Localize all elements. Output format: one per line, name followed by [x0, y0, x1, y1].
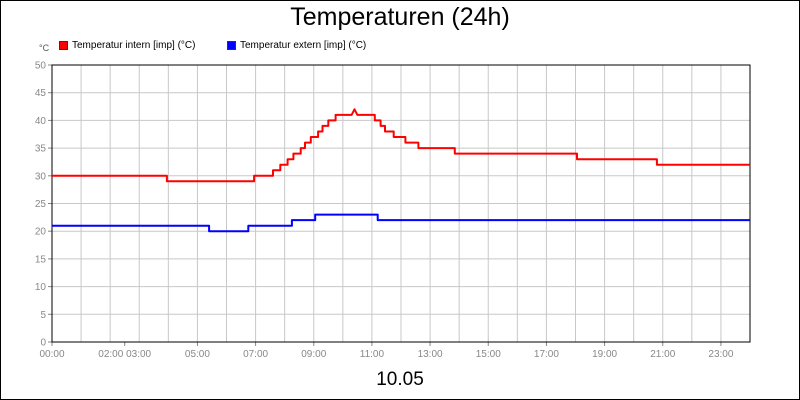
- series-line-extern: [52, 213, 750, 233]
- y-tick-label: 40: [35, 116, 47, 127]
- legend-label-extern: Temperatur extern [imp] (°C): [240, 40, 367, 51]
- y-tick-label: 0: [40, 338, 46, 349]
- y-tick-label: 15: [35, 254, 47, 265]
- y-tick-label: 45: [35, 88, 47, 99]
- x-tick-label: 11:00: [360, 349, 385, 360]
- x-tick-label: 17:00: [534, 349, 559, 360]
- chart-title: Temperaturen (24h): [290, 3, 510, 31]
- x-tick-label: 07:00: [243, 349, 268, 360]
- legend-swatch-extern: [227, 41, 236, 50]
- x-tick-label: 05:00: [185, 349, 210, 360]
- y-tick-label: 25: [35, 199, 47, 210]
- legend-swatch-intern: [59, 41, 68, 50]
- y-tick-label: 5: [40, 310, 46, 321]
- legend-label-intern: Temperatur intern [imp] (°C): [72, 40, 196, 51]
- y-tick-label: 20: [35, 227, 47, 238]
- x-axis-date-label: 10.05: [376, 369, 424, 390]
- legend-item-intern: Temperatur intern [imp] (°C): [59, 40, 195, 51]
- x-tick-label: 23:00: [708, 349, 733, 360]
- x-tick-label: 02:00 03:00: [98, 349, 151, 360]
- y-tick-label: 35: [35, 144, 47, 155]
- x-tick-label: 19:00: [592, 349, 617, 360]
- y-tick-label: 10: [35, 282, 47, 293]
- y-tick-label: 50: [35, 61, 47, 72]
- x-tick-label: 13:00: [418, 349, 443, 360]
- y-tick-label: 30: [35, 171, 47, 182]
- series-line-intern: [52, 108, 750, 183]
- y-axis-unit-label: °C: [39, 43, 50, 53]
- x-tick-label: 15:00: [476, 349, 501, 360]
- plot-area-border: [51, 64, 751, 343]
- x-tick-label: 00:00: [39, 349, 64, 360]
- x-tick-label: 09:00: [301, 349, 326, 360]
- x-tick-label: 21:00: [650, 349, 675, 360]
- legend-item-extern: Temperatur extern [imp] (°C): [227, 40, 366, 51]
